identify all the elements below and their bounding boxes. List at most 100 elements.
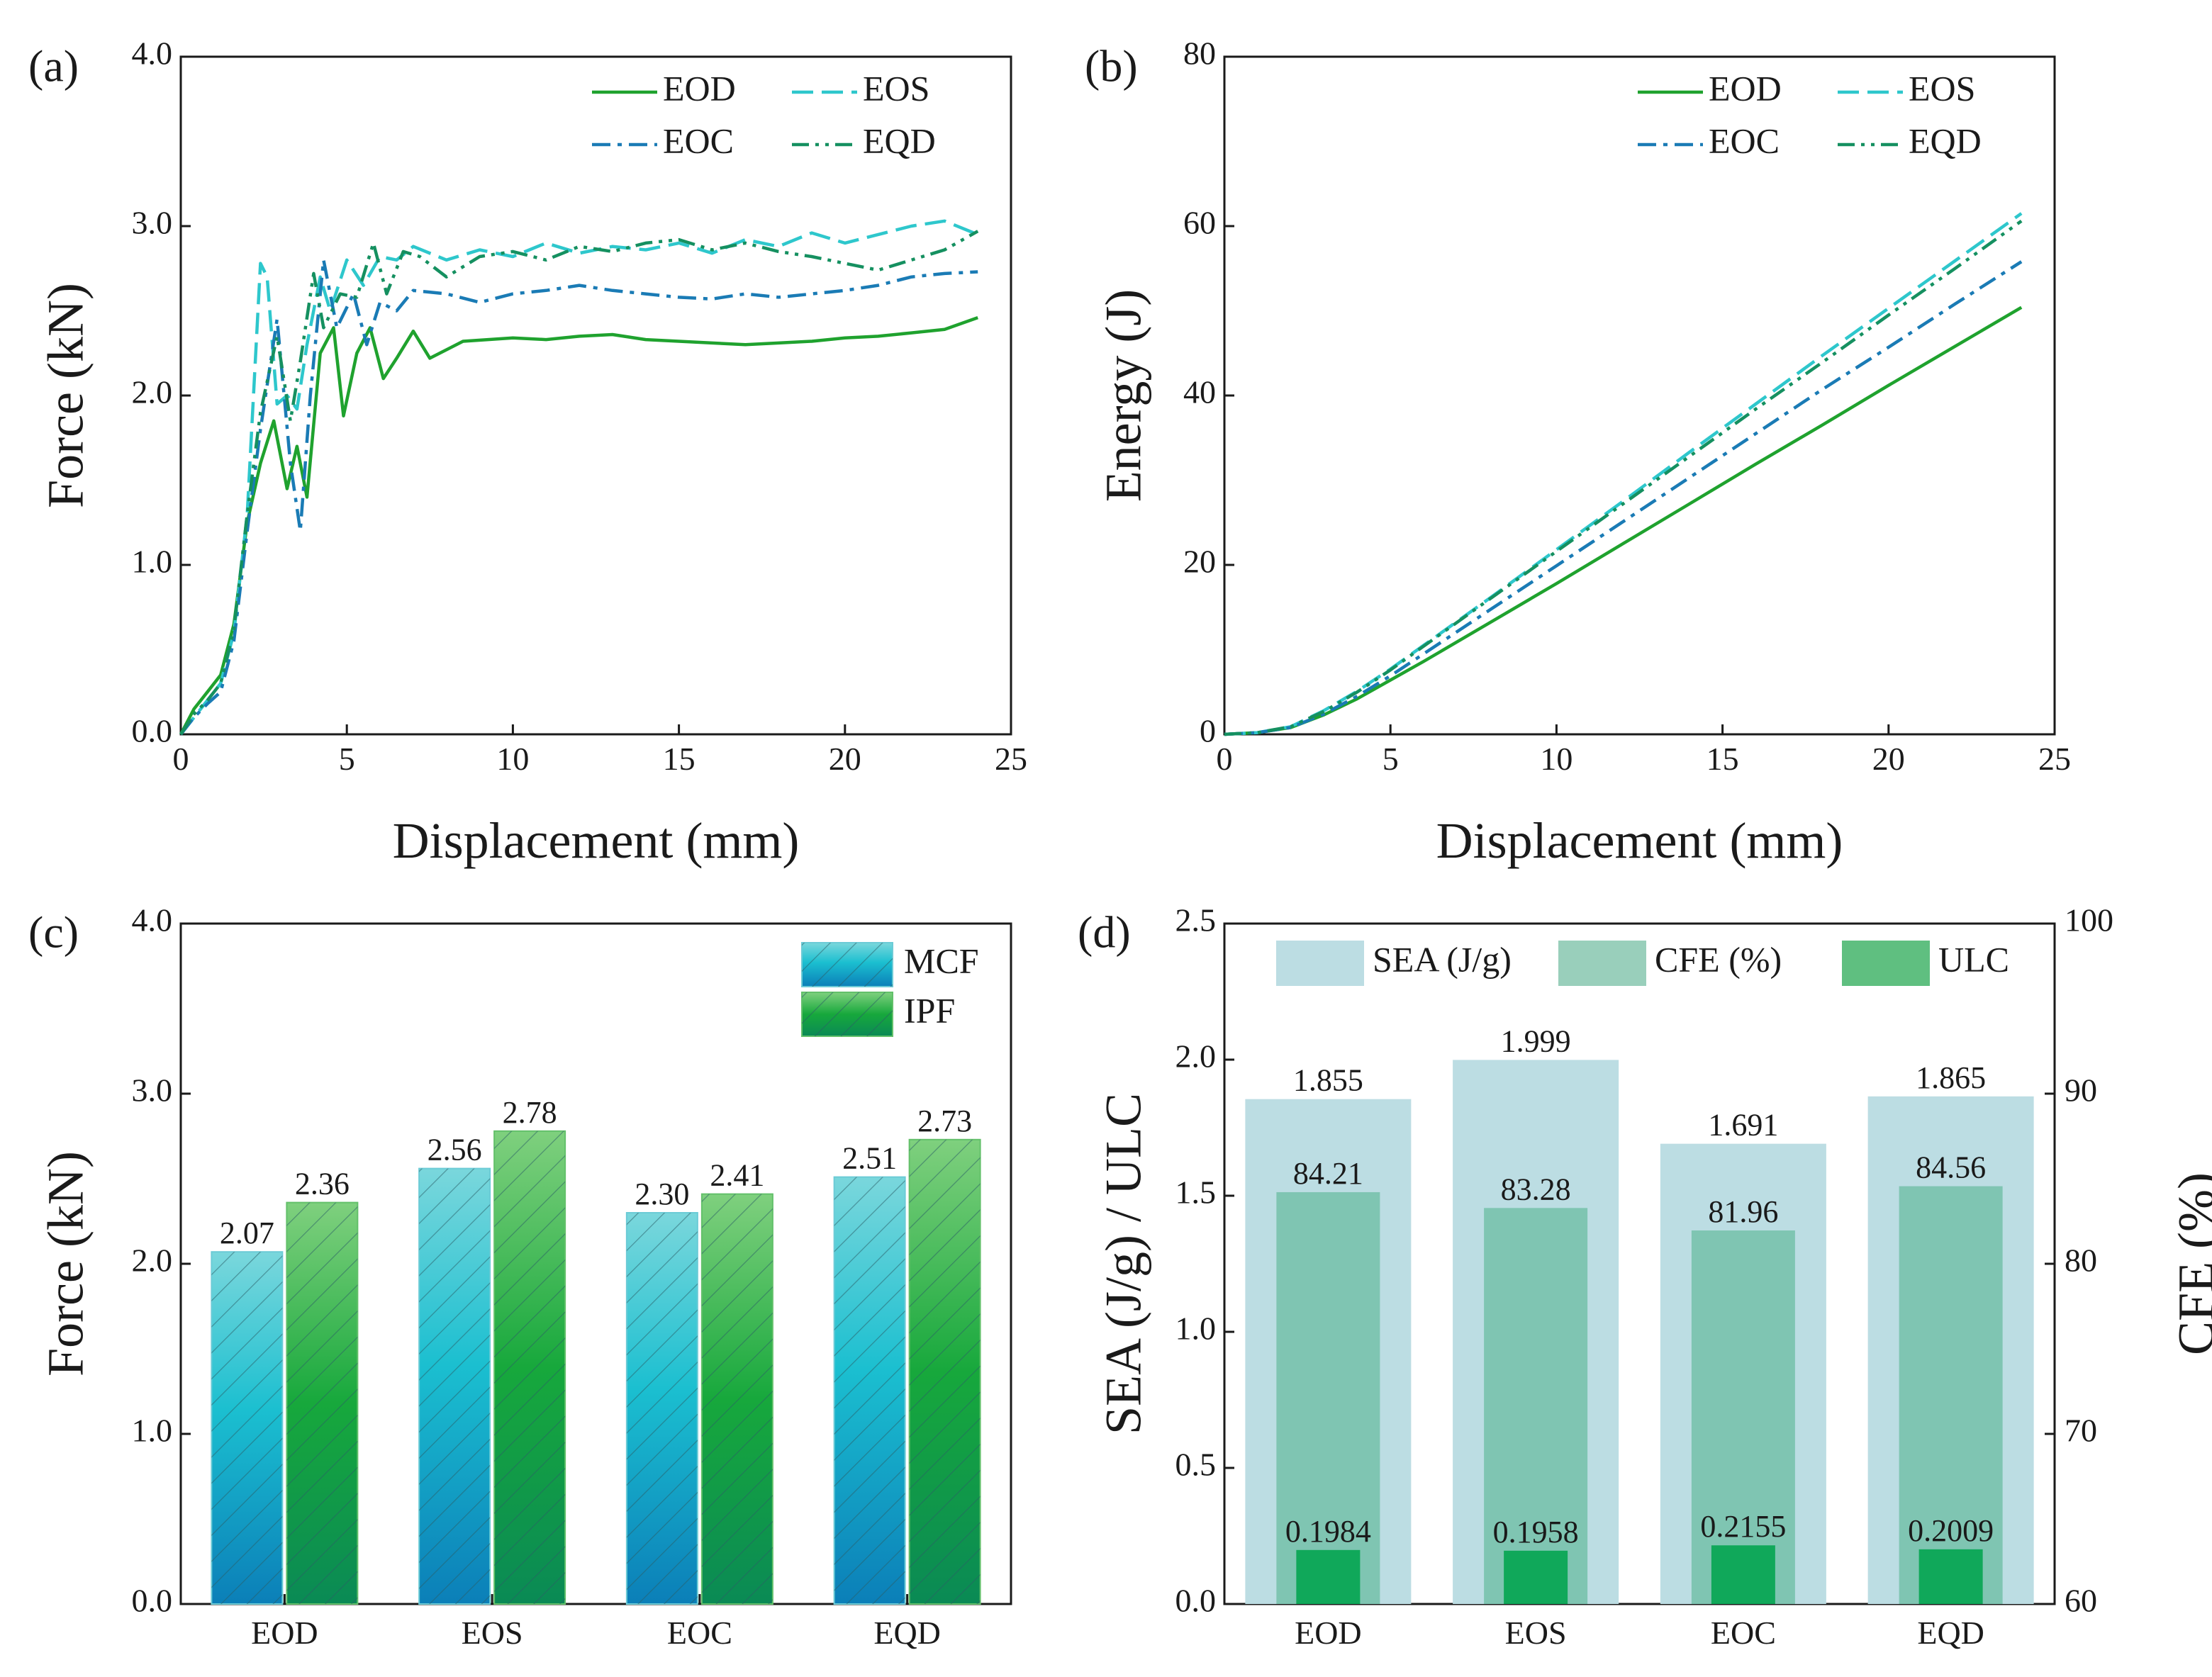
legend-label: EOD xyxy=(1709,68,1782,108)
x-tick-label: EOC xyxy=(1711,1615,1776,1651)
bar-value-label: 2.41 xyxy=(710,1158,764,1193)
bar-hatch xyxy=(834,1177,905,1604)
legend-label: EQD xyxy=(863,120,936,160)
y-tick-label: 0.0 xyxy=(1175,1583,1217,1619)
y-tick-label: 2.0 xyxy=(1175,1038,1217,1075)
y-tick-label: 3.0 xyxy=(132,1072,173,1109)
x-tick-label: 25 xyxy=(995,741,1027,777)
y-axis-label: Force (kN) xyxy=(38,1151,94,1376)
series-line-eqd xyxy=(179,230,979,736)
legend-swatch-hatch xyxy=(802,992,893,1036)
y-tick-label: 3.0 xyxy=(132,205,173,241)
x-tick-label: 15 xyxy=(1707,741,1739,777)
series-line-eos xyxy=(179,219,979,736)
series-line-eoc xyxy=(1224,260,2023,736)
x-tick-label: 0 xyxy=(173,741,189,777)
y-tick-label: 0.0 xyxy=(132,713,173,749)
y-tick-label: 1.5 xyxy=(1175,1174,1217,1211)
x-tick-label: 20 xyxy=(1872,741,1905,777)
series-line-eoc xyxy=(179,258,978,736)
legend-label: ULC xyxy=(1938,939,2009,979)
bar-value-label: 0.2155 xyxy=(1700,1509,1786,1544)
legend-label: EOD xyxy=(663,68,736,108)
bar-value-label: 2.36 xyxy=(295,1167,350,1201)
panel-a: (a) 0.0 1.0 2.0 3.0 4.0 Force (kN) 0 5 10 15 20 25 Di… xyxy=(28,35,1027,869)
bar-hatch xyxy=(286,1202,358,1604)
legend-label: EOC xyxy=(1709,120,1780,160)
bar-value-label: 1.691 xyxy=(1708,1108,1778,1143)
x-tick-label: 10 xyxy=(496,741,529,777)
bar-cfe xyxy=(1691,1230,1795,1604)
bar-value-label: 2.78 xyxy=(503,1095,557,1130)
panel-label: (a) xyxy=(28,41,79,91)
x-tick-label: 15 xyxy=(663,741,696,777)
bar-ulc xyxy=(1918,1549,1983,1604)
y-axis-label: SEA (J/g) / ULC xyxy=(1095,1093,1152,1435)
bar-ulc xyxy=(1296,1549,1361,1604)
y-tick-label: 2.0 xyxy=(132,1243,173,1279)
bar-value-label: 83.28 xyxy=(1501,1172,1571,1206)
bar-hatch xyxy=(494,1131,566,1604)
legend-label: SEA (J/g) xyxy=(1373,939,1512,979)
x-axis-label: Displacement (mm) xyxy=(1436,812,1843,869)
bar-value-label: 2.30 xyxy=(635,1177,689,1211)
legend-label: EOS xyxy=(1909,68,1975,108)
y-axis-label: Force (kN) xyxy=(38,283,94,508)
y-tick-label: 80 xyxy=(1183,35,1216,72)
y-right-axis-label: CFE (%) xyxy=(2168,1172,2212,1355)
bar-value-label: 2.07 xyxy=(220,1216,274,1250)
y-tick-label: 0.0 xyxy=(132,1583,173,1619)
y-tick-label: 40 xyxy=(1183,374,1216,410)
bar-value-label: 1.999 xyxy=(1501,1023,1571,1058)
y-tick-label: 20 xyxy=(1183,544,1216,580)
bar-hatch xyxy=(701,1194,773,1604)
y-tick-label: 1.0 xyxy=(1175,1311,1217,1347)
bar-cfe xyxy=(1484,1208,1588,1604)
bar-cfe xyxy=(1276,1191,1380,1604)
x-tick-label: EQD xyxy=(1917,1615,1984,1651)
x-tick-label: 5 xyxy=(1382,741,1399,777)
y-right-tick-label: 90 xyxy=(2065,1072,2097,1109)
panel-c: (c) 0.0 1.0 2.0 3.0 4.0 Force (kN) EOD 2.07 2.36 E… xyxy=(28,902,1012,1651)
y-right-tick-label: 100 xyxy=(2065,902,2113,938)
panel-label: (b) xyxy=(1085,41,1138,91)
x-tick-label: 5 xyxy=(339,741,355,777)
legend-swatch-cfe xyxy=(1558,941,1646,986)
bar-value-label: 1.865 xyxy=(1916,1060,1986,1095)
y-tick-label: 2.5 xyxy=(1175,902,1217,938)
bar-value-label: 0.1958 xyxy=(1493,1515,1579,1549)
x-axis-label: Displacement (mm) xyxy=(393,812,800,869)
x-tick-label: 10 xyxy=(1540,741,1573,777)
y-right-tick-label: 60 xyxy=(2065,1583,2097,1619)
legend-label: EOS xyxy=(863,68,929,108)
y-tick-label: 1.0 xyxy=(132,544,173,580)
x-tick-label: EOS xyxy=(462,1615,523,1651)
series-line-eod xyxy=(179,315,978,736)
legend-swatch-hatch xyxy=(802,943,893,987)
legend-label: EQD xyxy=(1909,120,1982,160)
bar-value-label: 1.855 xyxy=(1293,1063,1363,1098)
bar-hatch xyxy=(626,1213,698,1604)
y-tick-label: 60 xyxy=(1183,205,1216,241)
legend-label: CFE (%) xyxy=(1655,939,1782,979)
series-line-eos xyxy=(1224,212,2023,736)
legend-swatch-ulc xyxy=(1842,941,1930,986)
bar-value-label: 2.51 xyxy=(842,1141,897,1176)
x-tick-label: 0 xyxy=(1217,741,1233,777)
bar-value-label: 0.1984 xyxy=(1285,1514,1371,1549)
x-tick-label: EQD xyxy=(873,1615,941,1651)
bar-value-label: 84.56 xyxy=(1916,1150,1986,1185)
panel-label: (c) xyxy=(28,907,79,958)
x-tick-label: EOD xyxy=(1295,1615,1362,1651)
x-tick-label: 25 xyxy=(2038,741,2071,777)
legend-swatch-sea xyxy=(1276,941,1364,986)
x-tick-label: EOS xyxy=(1505,1615,1567,1651)
legend-label: MCF xyxy=(904,941,979,980)
legend-label: IPF xyxy=(904,990,955,1030)
legend-label: EOC xyxy=(663,120,734,160)
x-tick-label: EOD xyxy=(251,1615,318,1651)
bar-hatch xyxy=(419,1168,491,1604)
y-tick-label: 0 xyxy=(1200,713,1216,749)
y-tick-label: 4.0 xyxy=(132,902,173,938)
